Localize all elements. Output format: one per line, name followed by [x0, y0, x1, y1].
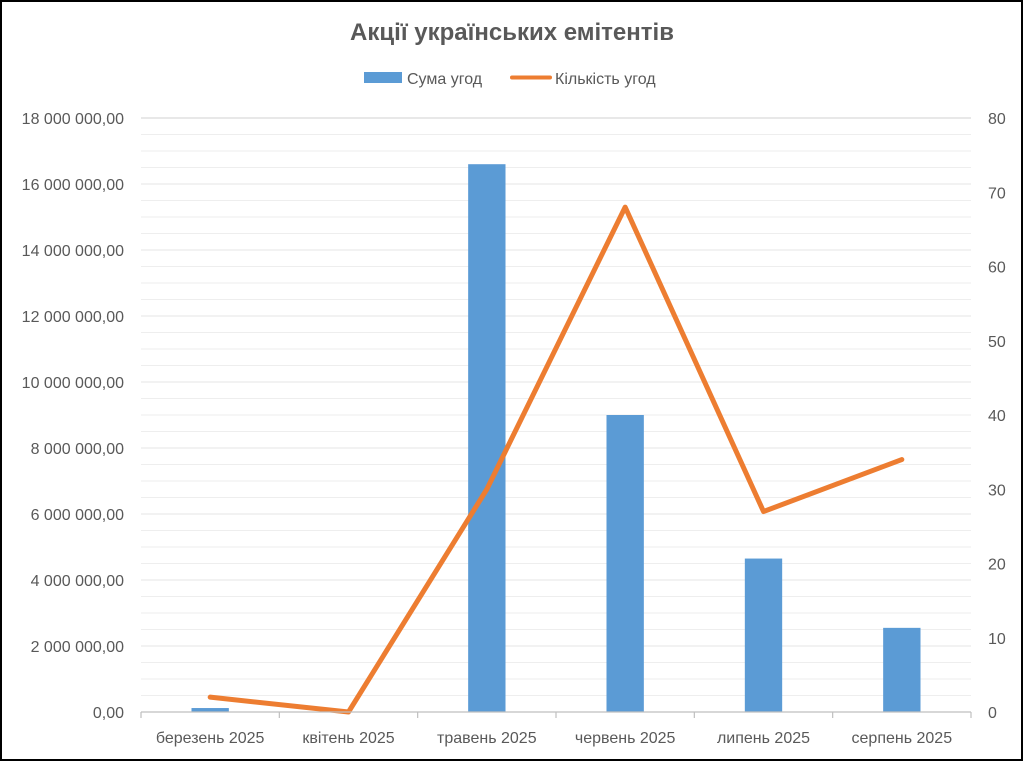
- bar-series: [191, 164, 921, 712]
- y-right-tick-label: 20: [988, 557, 1006, 574]
- y-left-tick-label: 2 000 000,00: [31, 639, 125, 656]
- x-tick-label: квітень 2025: [302, 730, 394, 747]
- y-right-tick-label: 60: [988, 260, 1006, 277]
- x-tick-label: березень 2025: [156, 730, 265, 747]
- y-right-tick-label: 0: [988, 705, 997, 722]
- x-tick-label: липень 2025: [717, 730, 810, 747]
- bar-mark: [606, 415, 644, 712]
- bar-mark: [191, 708, 229, 712]
- y-axis-right: 0 10 20 30 40 50 60 70 80: [988, 111, 1006, 722]
- chart-title: Акції українських емітентів: [350, 19, 674, 46]
- y-left-tick-label: 12 000 000,00: [22, 309, 124, 326]
- x-tick-label: червень 2025: [575, 730, 676, 747]
- bar-mark: [468, 164, 506, 712]
- x-tick-label: травень 2025: [437, 730, 537, 747]
- y-right-tick-label: 30: [988, 482, 1006, 499]
- bar-mark: [883, 627, 921, 712]
- y-right-tick-label: 80: [988, 111, 1006, 128]
- y-axis-left: 0,00 2 000 000,00 4 000 000,00 6 000 000,00…: [22, 111, 124, 722]
- y-left-tick-label: 4 000 000,00: [31, 573, 125, 590]
- bar-mark: [744, 558, 783, 712]
- y-left-tick-label: 6 000 000,00: [31, 507, 125, 524]
- gridlines: [141, 117, 971, 696]
- y-left-tick-label: 10 000 000,00: [22, 375, 124, 392]
- y-left-tick-label: 18 000 000,00: [22, 111, 124, 128]
- legend-swatch-bar: [364, 72, 402, 83]
- y-left-tick-label: 8 000 000,00: [31, 441, 125, 458]
- legend-label-line: Кількість угод: [555, 71, 656, 88]
- y-left-tick-label: 14 000 000,00: [22, 243, 124, 260]
- y-right-tick-label: 40: [988, 408, 1006, 425]
- y-right-tick-label: 50: [988, 334, 1006, 351]
- y-left-tick-label: 0,00: [93, 705, 124, 722]
- legend: Сума угод Кількість угод: [364, 71, 656, 88]
- line-series-path: [207, 204, 905, 715]
- y-left-tick-label: 16 000 000,00: [22, 177, 124, 194]
- legend-label-bar: Сума угод: [407, 71, 483, 88]
- x-tick-label: серпень 2025: [852, 730, 953, 747]
- y-right-tick-label: 70: [988, 185, 1006, 202]
- y-right-tick-label: 10: [988, 631, 1006, 648]
- x-axis: березень 2025 квітень 2025 травень 2025 чер…: [140, 711, 972, 747]
